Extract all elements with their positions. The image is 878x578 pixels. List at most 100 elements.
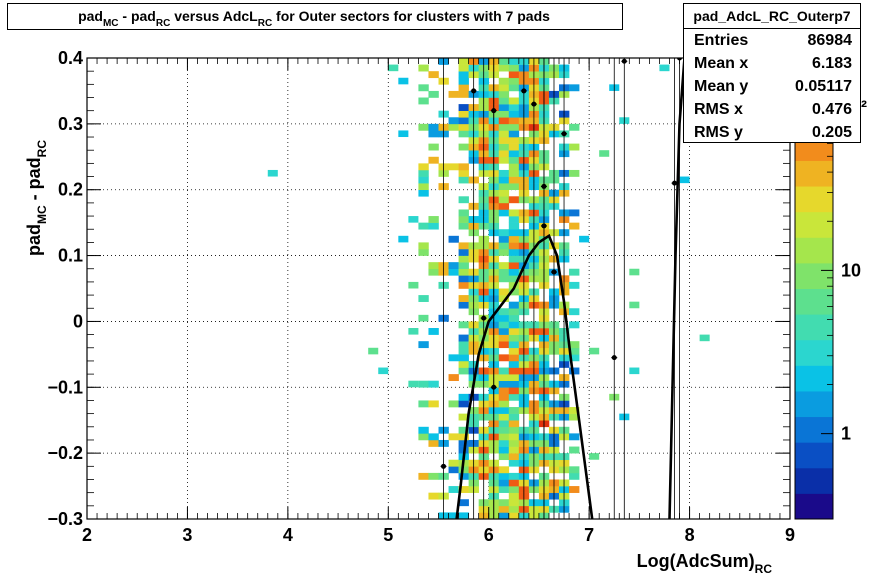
- x-tick-label: 8: [685, 525, 695, 545]
- heatmap-bin: [498, 150, 510, 158]
- x-tick-label: 2: [82, 525, 92, 545]
- heatmap-bin: [498, 156, 510, 164]
- heatmap-bin: [679, 176, 690, 184]
- heatmap-bin: [418, 189, 429, 197]
- heatmap-bin: [428, 222, 439, 230]
- heatmap-bin: [508, 64, 520, 72]
- heatmap-bin: [569, 308, 580, 316]
- heatmap-bin: [458, 321, 469, 329]
- heatmap-bin: [418, 169, 429, 177]
- heatmap-bin: [498, 189, 510, 197]
- y-tick-label: −0.3: [47, 509, 83, 529]
- heatmap-bin: [448, 433, 459, 441]
- heatmap-bin: [428, 123, 439, 131]
- heatmap-bin: [458, 367, 469, 375]
- heatmap-bin: [458, 143, 469, 151]
- y-tick-label: 0: [73, 311, 83, 331]
- heatmap-bin: [498, 176, 510, 184]
- heatmap-bin: [498, 123, 510, 131]
- heatmap-bin: [448, 268, 459, 276]
- x-tick-label: 6: [484, 525, 494, 545]
- heatmap-bin: [418, 341, 429, 349]
- heatmap-bin: [498, 308, 510, 316]
- heatmap-bin: [498, 209, 510, 217]
- heatmap-bin: [639, 51, 649, 58]
- heatmap-bin: [569, 433, 580, 441]
- stat-value: 0.205: [811, 124, 852, 141]
- heatmap-bin: [398, 130, 409, 138]
- heatmap-bin: [418, 248, 429, 256]
- heatmap-bin: [498, 446, 510, 454]
- chart-title-box: padMC - padRC versus AdcLRC for Outer se…: [7, 3, 623, 30]
- heatmap-bin: [498, 479, 510, 487]
- heatmap-bin: [629, 301, 640, 309]
- heatmap-bin: [458, 439, 469, 447]
- y-axis-label: padMC - padRC: [24, 140, 49, 256]
- heatmap-bin: [498, 235, 510, 243]
- heatmap-bin: [418, 242, 429, 250]
- heatmap-bin: [508, 439, 520, 447]
- heatmap-bin: [589, 453, 600, 460]
- heatmap-bin: [498, 288, 510, 296]
- heatmap-bin: [508, 314, 520, 322]
- heatmap-bin: [498, 367, 510, 375]
- stats-box: pad_AdcL_RC_Outerp7 Entries 86984 Mean x 6.…: [683, 3, 861, 143]
- heatmap-bin: [448, 235, 459, 243]
- heatmap-bin: [498, 374, 510, 381]
- heatmap-bin: [508, 505, 520, 513]
- heatmap-bin: [498, 110, 510, 118]
- heatmap-bin: [498, 77, 510, 85]
- stat-row: Mean x 6.183: [684, 52, 860, 75]
- heatmap-bin: [498, 393, 510, 401]
- heatmap-bin: [388, 64, 399, 72]
- stat-row: RMS y 0.205: [684, 121, 860, 144]
- heatmap-bin: [428, 472, 439, 480]
- stat-row: RMS x 0.476: [684, 98, 860, 121]
- y-tick-label: 0.3: [58, 114, 83, 134]
- heatmap-bin: [569, 222, 580, 230]
- palette-swatch: [795, 493, 833, 520]
- heatmap-bin: [508, 407, 520, 414]
- stat-label: Entries: [694, 32, 749, 49]
- heatmap-bin: [458, 499, 469, 507]
- heatmap-bin: [569, 169, 580, 177]
- heatmap-bin: [418, 314, 429, 322]
- palette-swatch: [795, 416, 833, 443]
- heatmap-bin: [458, 196, 469, 204]
- heatmap-bin: [458, 354, 469, 362]
- stat-row: Entries 86984: [684, 29, 860, 52]
- heatmap-bin: [508, 97, 520, 105]
- heatmap-bin: [508, 242, 520, 250]
- heatmap-bin: [498, 433, 510, 441]
- heatmap-bin: [448, 90, 459, 98]
- heatmap-bin: [508, 492, 520, 500]
- heatmap-bin: [498, 407, 510, 414]
- heatmap-bin: [418, 295, 429, 302]
- heatmap-bin: [458, 176, 469, 184]
- heatmap-bin: [458, 341, 469, 349]
- chart-title-svg: padMC - padRC versus AdcLRC for Outer se…: [78, 8, 550, 29]
- heatmap-bin: [508, 328, 520, 335]
- stat-label: RMS y: [694, 124, 743, 141]
- heatmap-bin: [458, 334, 469, 342]
- heatmap-bin: [458, 486, 469, 493]
- heatmap-bin: [498, 380, 510, 388]
- heatmap-bin: [508, 84, 520, 92]
- heatmap-bin: [508, 255, 520, 263]
- heatmap-bin: [498, 472, 510, 480]
- stat-value: 6.183: [811, 55, 852, 72]
- heatmap-bin: [428, 380, 439, 388]
- palette-swatch: [795, 237, 833, 264]
- palette-swatch: [795, 390, 833, 418]
- heatmap-bin: [448, 163, 459, 171]
- x-tick-label: 7: [584, 525, 594, 545]
- heatmap-bin: [589, 347, 600, 355]
- heatmap-bin: [498, 295, 510, 302]
- heatmap-bin: [498, 262, 510, 270]
- heatmap-bin: [418, 64, 429, 72]
- heatmap-bin: [428, 90, 439, 98]
- heatmap-bin: [458, 77, 469, 85]
- fit-curve-right: [668, 58, 686, 519]
- heatmap-bin: [458, 169, 469, 177]
- heatmap-bin: [498, 413, 510, 421]
